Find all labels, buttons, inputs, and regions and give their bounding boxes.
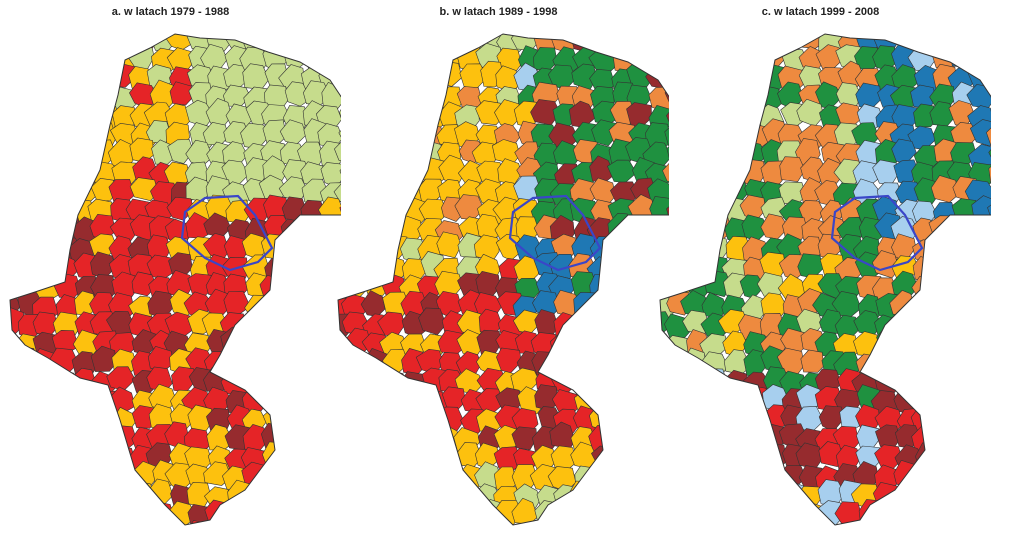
municipality — [573, 291, 599, 317]
municipality — [167, 139, 194, 164]
panel-title-c: c. w latach 1999 - 2008 — [761, 6, 880, 18]
municipality — [338, 274, 355, 299]
municipality — [798, 501, 824, 525]
municipality — [223, 290, 251, 317]
municipalities — [338, 34, 669, 525]
municipality — [436, 61, 463, 87]
municipality — [700, 368, 728, 393]
municipality — [660, 311, 673, 337]
municipalities — [10, 34, 341, 525]
map-panel-c: c. w latach 1999 - 2008 — [650, 0, 991, 535]
municipality — [872, 159, 900, 186]
map-panel-b: b. w latach 1989 - 1998 — [328, 0, 669, 535]
municipality — [662, 157, 669, 186]
municipality — [111, 467, 140, 492]
municipality — [53, 369, 79, 396]
municipality — [204, 499, 231, 525]
municipality — [434, 448, 462, 476]
municipality — [928, 215, 956, 242]
municipality — [988, 158, 991, 188]
region-border — [337, 33, 669, 526]
municipality — [779, 156, 806, 183]
municipality — [129, 177, 159, 202]
choropleth-map-b — [337, 33, 669, 526]
municipality — [607, 159, 637, 183]
municipality — [436, 231, 462, 259]
municipality — [418, 307, 447, 336]
municipality — [800, 349, 825, 373]
municipality — [339, 100, 341, 127]
municipality — [90, 345, 117, 372]
municipality — [242, 63, 270, 90]
municipality — [589, 274, 614, 301]
municipality — [661, 335, 690, 361]
municipality — [169, 81, 197, 106]
choropleth-map-c — [659, 33, 991, 526]
municipality — [260, 422, 289, 450]
panel-title-b: b. w latach 1989 - 1998 — [439, 6, 558, 18]
municipality — [666, 103, 669, 131]
municipality — [969, 119, 991, 147]
municipality — [913, 103, 938, 128]
municipality — [911, 275, 943, 304]
municipalities — [660, 34, 991, 525]
municipality — [146, 500, 175, 525]
metropolitan-area-outline — [180, 194, 274, 272]
municipality — [895, 481, 921, 508]
municipality — [664, 80, 669, 106]
municipality — [339, 159, 341, 186]
municipality — [511, 426, 538, 451]
municipality — [339, 199, 341, 227]
municipality — [302, 46, 332, 71]
municipality — [569, 480, 596, 507]
region-border — [659, 33, 991, 526]
metropolitan-area-outline — [508, 194, 602, 272]
municipality — [333, 181, 341, 208]
region-border — [9, 33, 341, 526]
panel-title-a: a. w latach 1979 - 1988 — [111, 6, 230, 18]
municipality — [283, 43, 312, 69]
municipality — [338, 122, 341, 150]
municipality — [664, 121, 669, 147]
municipality — [475, 100, 505, 126]
municipality — [986, 121, 991, 149]
municipality — [701, 234, 730, 261]
municipality — [534, 500, 559, 525]
municipality — [553, 312, 582, 337]
choropleth-map-a — [9, 33, 341, 526]
municipality — [108, 179, 135, 203]
municipality — [262, 34, 287, 55]
municipality — [987, 199, 991, 223]
municipality — [550, 333, 577, 361]
municipality — [334, 139, 341, 164]
municipality — [912, 256, 939, 284]
municipality — [988, 140, 991, 167]
municipality — [666, 140, 669, 167]
municipality — [666, 198, 669, 225]
municipality — [242, 484, 271, 508]
metropolitan-area-outline — [830, 194, 924, 272]
municipality — [591, 445, 620, 471]
map-panel-a: a. w latach 1979 - 1988 — [0, 0, 341, 535]
municipality — [244, 294, 274, 321]
